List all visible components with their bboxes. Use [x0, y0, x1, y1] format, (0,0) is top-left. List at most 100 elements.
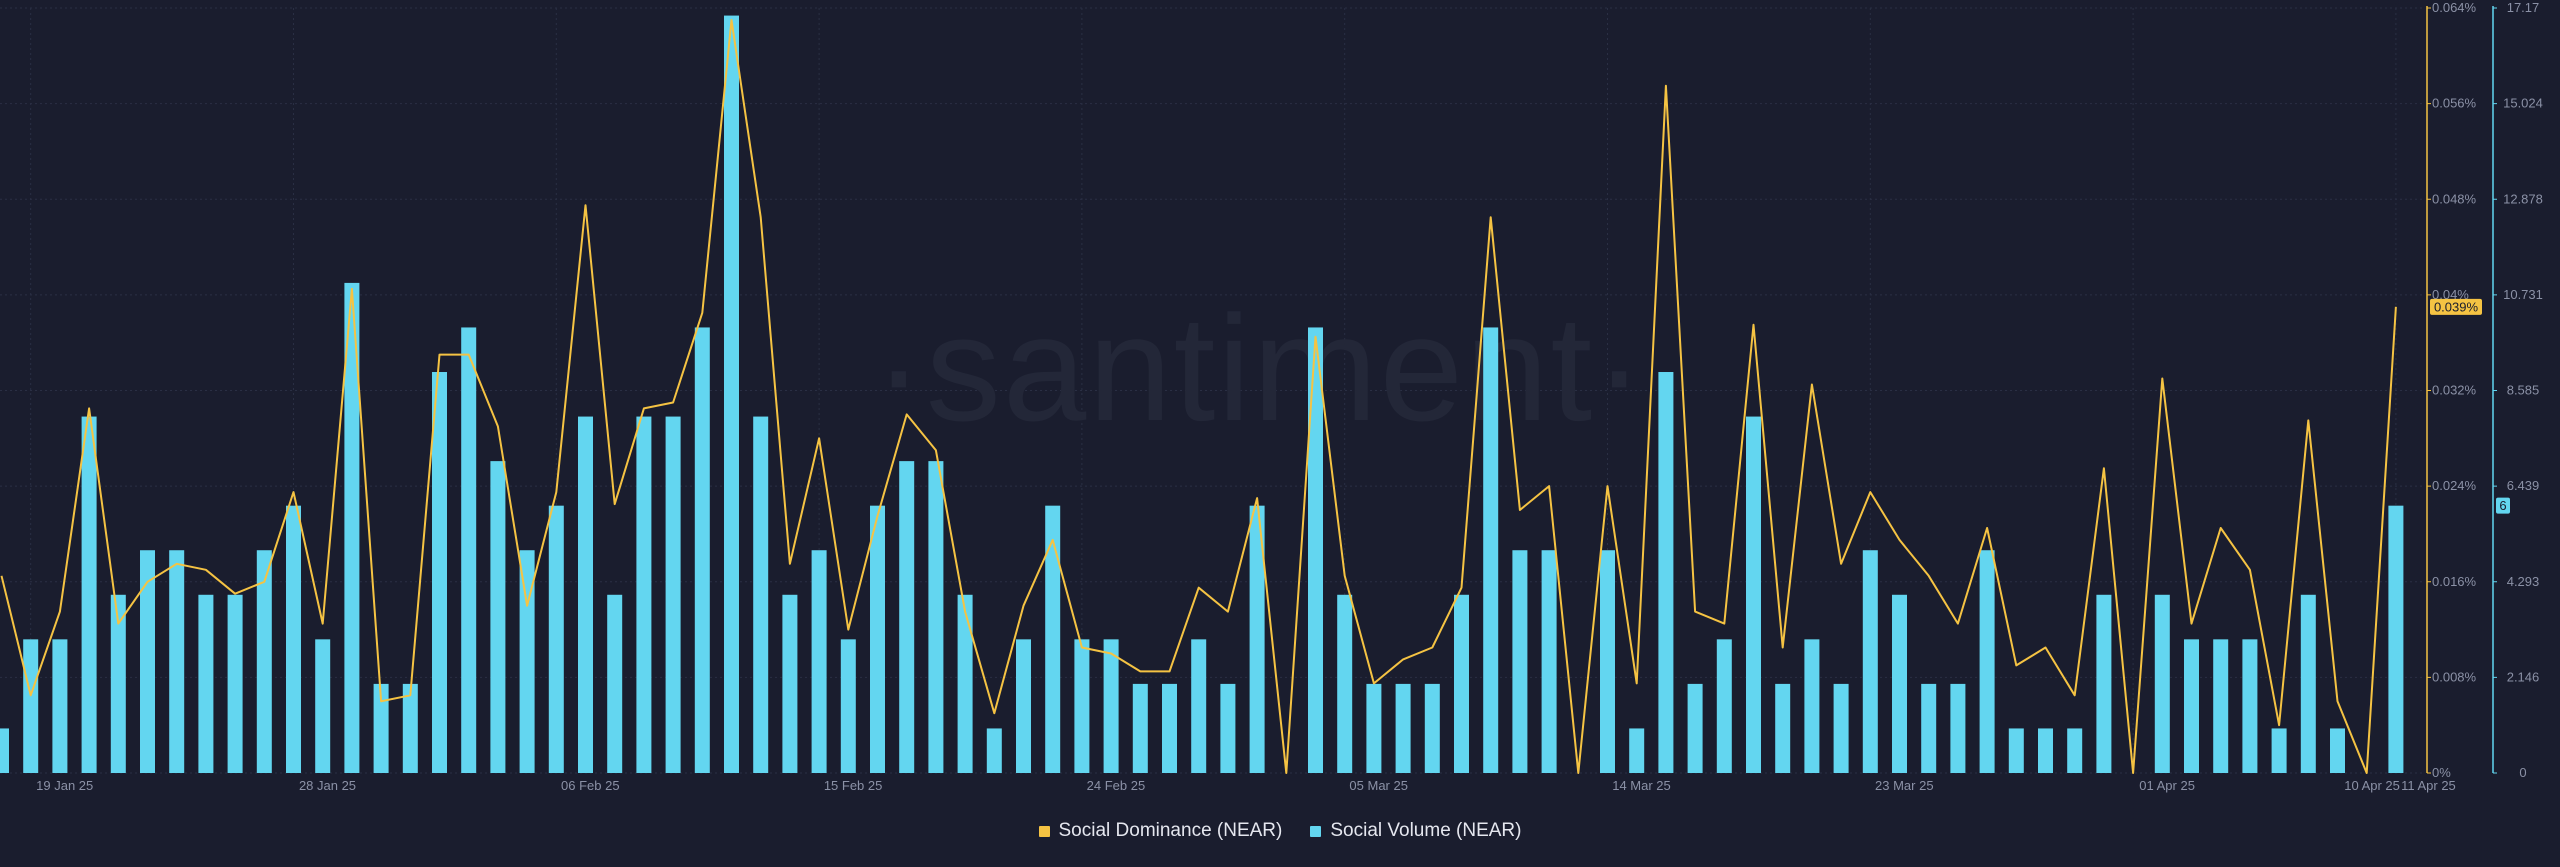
x-tick-label: 14 Mar 25 [1612, 778, 1671, 793]
volume-bar [1687, 683, 1703, 773]
x-tick-label: 10 Apr 25 [2344, 778, 2400, 793]
dominance-tick-label: 0.064% [2432, 0, 2477, 15]
legend-volume-label: Social Volume (NEAR) [1330, 820, 1522, 841]
legend-item-social-volume[interactable]: Social Volume (NEAR) [1310, 820, 1521, 842]
volume-bar [1629, 728, 1645, 773]
volume-bar [1045, 505, 1061, 773]
volume-bar [1921, 683, 1937, 773]
volume-bars [0, 15, 2404, 773]
dominance-tick-label: 0.04% [2432, 287, 2469, 302]
volume-bar [636, 416, 652, 773]
volume-tick-label: 12.878 [2503, 191, 2543, 206]
volume-bar [1746, 416, 1761, 773]
volume-bar [1833, 683, 1849, 773]
social-dominance-swatch [1038, 825, 1050, 837]
volume-bar [1775, 683, 1791, 773]
volume-bar [1892, 594, 1907, 773]
volume-bar [578, 416, 593, 773]
x-tick-label: 06 Feb 25 [561, 778, 620, 793]
volume-tick-label: 6.439 [2507, 478, 2540, 493]
volume-bar [2213, 639, 2229, 773]
dominance-line-layer [0, 19, 2397, 774]
volume-bar [2096, 594, 2112, 773]
volume-bar [753, 416, 769, 773]
volume-bar [1308, 327, 1323, 773]
volume-bar [315, 639, 331, 773]
volume-bar [286, 505, 301, 773]
volume-bar [0, 728, 9, 773]
volume-bar [2067, 728, 2083, 773]
volume-bar [461, 327, 477, 773]
volume-tick-label: 17.17 [2507, 0, 2540, 15]
volume-bar [1103, 639, 1119, 773]
volume-bar [1249, 505, 1265, 773]
volume-value-badge [2496, 497, 2510, 514]
volume-bar [1074, 639, 1090, 773]
volume-bar [899, 461, 915, 773]
volume-bar [519, 550, 535, 773]
dominance-tick-label: 0% [2432, 765, 2451, 780]
volume-bar [1483, 327, 1499, 773]
volume-bar [840, 639, 856, 773]
dominance-value-badge-text: 0.039% [2434, 299, 2479, 314]
volume-bar [1600, 550, 1615, 773]
volume-bar [490, 461, 506, 773]
volume-bar [2242, 639, 2258, 773]
volume-bar [256, 550, 272, 773]
volume-tick-label: 2.146 [2507, 669, 2540, 684]
volume-bar [198, 594, 214, 773]
legend-item-social-dominance[interactable]: Social Dominance (NEAR) [1038, 820, 1283, 842]
dominance-tick-label: 0.056% [2432, 96, 2477, 111]
dominance-tick-label: 0.048% [2432, 191, 2477, 206]
volume-bar [2330, 728, 2345, 773]
volume-bar [373, 683, 389, 773]
volume-tick-label: 10.731 [2503, 287, 2543, 302]
legend-dominance-label: Social Dominance (NEAR) [1058, 820, 1283, 841]
volume-bar [23, 639, 39, 773]
volume-bar [1862, 550, 1878, 773]
legend: Social Dominance (NEAR) Social Volume (N… [0, 820, 2560, 842]
volume-bar [870, 505, 885, 773]
volume-bar [2300, 594, 2316, 773]
volume-bar [1804, 639, 1820, 773]
volume-tick-label: 4.293 [2507, 574, 2540, 589]
volume-bar [665, 416, 681, 773]
volume-bar [1716, 639, 1732, 773]
volume-tick-label: 0 [2519, 765, 2526, 780]
volume-bar [1512, 550, 1528, 773]
volume-value-badge-text: 6 [2499, 498, 2506, 513]
volume-bar [694, 327, 710, 773]
volume-bar [1424, 683, 1440, 773]
x-tick-label: 19 Jan 25 [36, 778, 93, 793]
dominance-tick-label: 0.032% [2432, 383, 2477, 398]
volume-bar [140, 550, 155, 773]
volume-tick-label: 8.585 [2507, 383, 2540, 398]
volume-bar [1220, 683, 1236, 773]
volume-bar [782, 594, 798, 773]
dominance-tick-label: 0.024% [2432, 478, 2477, 493]
volume-bar [432, 372, 447, 773]
volume-bar [1454, 594, 1469, 773]
x-tick-label: 15 Feb 25 [824, 778, 883, 793]
volume-bar [2184, 639, 2199, 773]
volume-bar [1132, 683, 1148, 773]
volume-bar [1395, 683, 1411, 773]
x-tick-label: 11 Apr 25 [2401, 778, 2456, 793]
volume-tick-label: 15.024 [2503, 96, 2543, 111]
dominance-line [0, 19, 2397, 774]
volume-bar [402, 683, 418, 773]
volume-bar [1191, 639, 1207, 773]
dominance-tick-label: 0.016% [2432, 574, 2477, 589]
volume-bar [2038, 728, 2053, 773]
volume-bar [2008, 728, 2024, 773]
volume-bar [227, 594, 243, 773]
x-tick-label: 01 Apr 25 [2139, 778, 2195, 793]
dominance-value-badge [2430, 298, 2482, 315]
x-tick-label: 24 Feb 25 [1087, 778, 1146, 793]
x-tick-label: 28 Jan 25 [299, 778, 356, 793]
x-tick-label: 23 Mar 25 [1875, 778, 1934, 793]
volume-bar [2154, 594, 2170, 773]
social-volume-swatch [1310, 825, 1322, 837]
